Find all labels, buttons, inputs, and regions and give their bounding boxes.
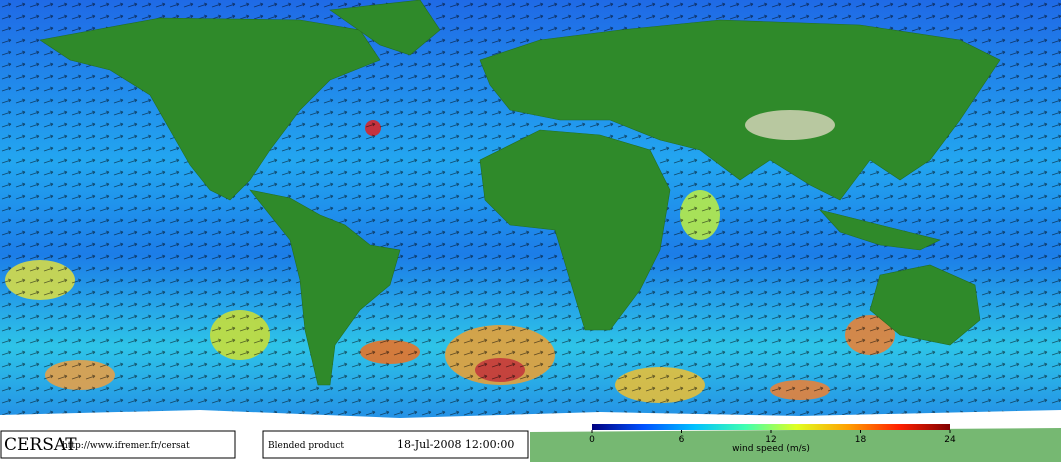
colorbar-tick-label: 6 bbox=[679, 435, 685, 445]
colorbar-tick-label: 18 bbox=[855, 435, 867, 445]
antarctica-land bbox=[530, 428, 1061, 462]
colorbar: 0 6 12 18 24 bbox=[589, 424, 956, 445]
land bbox=[39, 0, 1001, 386]
colorbar-tick-label: 0 bbox=[589, 435, 595, 445]
datetime: 18-Jul-2008 12:00:00 bbox=[397, 438, 514, 451]
colorbar-label: wind speed (m/s) bbox=[732, 444, 810, 454]
product: Blended product bbox=[268, 441, 344, 451]
colorbar-ramp bbox=[592, 424, 950, 430]
tibet bbox=[745, 110, 835, 140]
url: http://www.ifremer.fr/cersat bbox=[62, 441, 190, 451]
credit-box bbox=[0, 430, 236, 459]
product-box bbox=[262, 430, 529, 459]
colorbar-tick-label: 12 bbox=[765, 435, 776, 445]
brand: CERSAT bbox=[4, 435, 77, 455]
colorbar-tick-label: 24 bbox=[944, 435, 956, 445]
